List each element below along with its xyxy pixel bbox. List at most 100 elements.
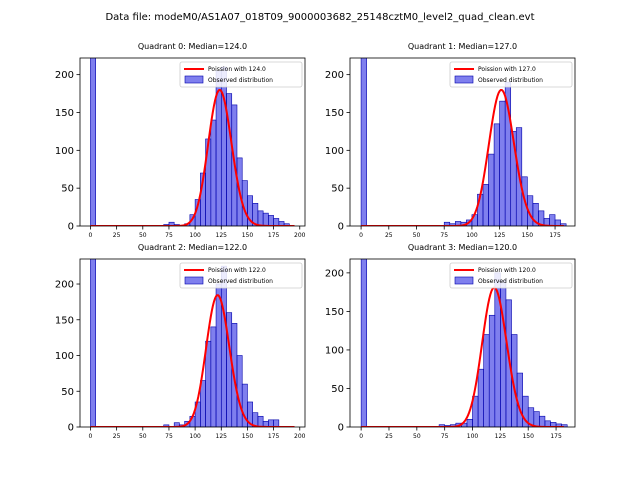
panel-3-xtick-label: 0 (359, 433, 363, 440)
panel-1-ytick-label: 0 (338, 222, 344, 233)
panel-2-xtick-label: 25 (113, 433, 121, 440)
panel-1-xtick-label: 100 (466, 232, 478, 239)
panel-2-axes-frame (79, 258, 306, 428)
panel-1-title: Quadrant 1: Median=127.0 (408, 42, 517, 51)
panel-3-xtick-label: 25 (385, 433, 393, 440)
panel-3-poisson-line (361, 286, 564, 427)
panel-1-legend-bar-swatch (454, 75, 474, 84)
panel-0-ytick-label: 200 (55, 70, 74, 81)
panel-1-bar (482, 184, 489, 226)
panel-3-ytick-label: 0 (338, 423, 344, 434)
panel-3-bar (477, 368, 484, 427)
panel-3-xtick-label: 150 (522, 433, 534, 440)
panel-1-bar (499, 100, 506, 226)
panel-3-bar (488, 314, 496, 427)
panel-3-legend-bar-swatch (454, 276, 474, 285)
panel-2-xtick-label: 125 (216, 433, 228, 440)
panel-2-ytick-label: 50 (61, 387, 74, 398)
panel-2-bar (268, 419, 274, 427)
panel-1-legend-box (449, 61, 573, 88)
panel-1-bar (488, 153, 495, 226)
panel-3-xtick-label: 75 (441, 433, 449, 440)
panel-2-ytick-label: 100 (55, 351, 74, 362)
panel-1-xtick-label: 75 (440, 232, 448, 239)
panel-3-ytick-label: 50 (331, 384, 344, 395)
panel-1-ytick-label: 200 (325, 70, 344, 81)
panel-0-ytick-label: 50 (61, 184, 74, 195)
figure-suptitle: Data file: modeM0/AS1A07_018T09_90000036… (105, 12, 534, 23)
panel-3-ytick-label: 100 (325, 345, 344, 356)
panel-0-xtick-label: 0 (89, 232, 93, 239)
panel-1-legend-label-observed: Observed distribution (478, 77, 543, 84)
panel-3-legend: Poission with 120.0 Observed distribution (449, 262, 573, 289)
panel-1-xtick-label: 0 (359, 232, 363, 239)
panel-3-bar (539, 415, 546, 427)
panel-3-xtick-label: 100 (467, 433, 479, 440)
panel-2-bar (210, 326, 217, 427)
panel-1-bar (493, 123, 500, 226)
chart-panel-1: 0 25 50 75 100 125 150 175 0 50 100 150 200 Quadrant … (325, 42, 576, 239)
panel-2-title: Quadrant 2: Median=122.0 (138, 243, 247, 252)
panel-2-ytick-label: 200 (55, 280, 74, 291)
panel-1-xtick-label: 25 (385, 232, 393, 239)
panel-2-bar (220, 265, 227, 427)
panel-0-ytick-label: 0 (68, 222, 74, 233)
panel-3-ytick-label: 200 (325, 268, 344, 279)
panel-2-xtick-label: 50 (139, 433, 147, 440)
panel-0-xtick-label: 50 (139, 232, 147, 239)
panel-0-legend: Poission with 124.0 Observed distribution (179, 61, 303, 88)
panel-1-ytick-label: 150 (325, 108, 344, 119)
panel-1-xtick-label: 175 (549, 232, 561, 239)
panel-0-xtick-label: 100 (189, 232, 201, 239)
panel-0-xtick-label: 125 (216, 232, 228, 239)
panel-2-legend-box (179, 262, 303, 289)
panel-3-title: Quadrant 3: Median=120.0 (408, 243, 517, 252)
panel-3-legend-box (449, 262, 573, 289)
panel-2-xtick-label: 200 (294, 433, 306, 440)
panel-2-bar (273, 419, 280, 427)
panel-0-xtick-label: 75 (165, 232, 173, 239)
panel-2-xtick-label: 75 (165, 433, 173, 440)
panel-3-bar (483, 334, 490, 427)
panel-2-legend-label-observed: Observed distribution (208, 278, 273, 285)
panel-1-ytick-label: 100 (325, 146, 344, 157)
panel-3-bar (466, 418, 473, 427)
panel-0-ytick-label: 100 (55, 146, 74, 157)
panel-2-legend-bar-swatch (184, 276, 204, 285)
panel-0-bar (262, 212, 269, 226)
panel-1-xtick-label: 125 (494, 232, 506, 239)
chart-panel-0: 0 25 50 75 100 125 150 175 200 0 50 100 150 200 Quadra… (55, 42, 306, 239)
panel-1-xtick-label: 150 (522, 232, 534, 239)
panel-0-bar (273, 218, 280, 226)
panel-1-xtick-label: 50 (413, 232, 421, 239)
panel-1-legend-label-poisson: Poission with 127.0 (478, 66, 536, 73)
panel-0-poisson-line (90, 89, 295, 226)
panel-3-legend-label-poisson: Poission with 120.0 (478, 267, 536, 274)
panel-0-ytick-label: 150 (55, 108, 74, 119)
chart-panel-2: 0 25 50 75 100 125 150 175 200 0 50 100 150 200 Quadra… (55, 243, 306, 440)
panel-0-xtick-label: 200 (294, 232, 306, 239)
panel-2-bar (257, 415, 264, 427)
panel-0-bar (257, 210, 264, 226)
panel-1-legend: Poission with 127.0 Observed distribution (449, 61, 573, 88)
panel-1-bar (549, 214, 556, 226)
panel-3-xtick-label: 175 (550, 433, 562, 440)
panel-3-legend-label-observed: Observed distribution (478, 278, 543, 285)
chart-panel-3: 0 25 50 75 100 125 150 175 0 50 100 150 200 Quadrant … (325, 243, 576, 440)
panel-2-xtick-label: 150 (242, 433, 254, 440)
panel-3-bar (561, 424, 568, 427)
panel-0-bar (90, 58, 97, 226)
panel-2-legend-label-poisson: Poission with 122.0 (208, 267, 266, 274)
panel-3-xtick-label: 50 (413, 433, 421, 440)
panel-0-legend-label-observed: Observed distribution (208, 77, 273, 84)
panel-3-ytick-label: 150 (325, 307, 344, 318)
panel-1-bar (360, 58, 367, 226)
panel-2-legend: Poission with 122.0 Observed distribution (179, 262, 303, 289)
panel-1-axes-frame (349, 57, 576, 227)
panel-0-xtick-label: 150 (242, 232, 254, 239)
panel-3-bar (360, 259, 368, 427)
panel-2-bar (205, 340, 212, 427)
panel-0-legend-bar-swatch (184, 75, 204, 84)
panel-2-bar (90, 259, 97, 427)
